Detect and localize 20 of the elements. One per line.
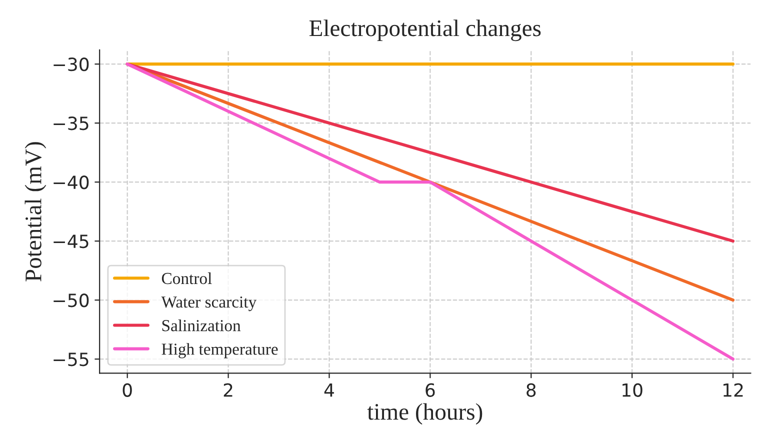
x-tick-label: 10 [622, 383, 642, 397]
x-tick-label: 8 [526, 383, 536, 397]
chart-title: Electropotential changes [309, 20, 541, 42]
legend-label: Water scarcity [161, 296, 257, 312]
y-tick-label: −30 [54, 58, 89, 72]
x-tick-label: 2 [224, 383, 232, 397]
y-tick-label: −40 [54, 176, 89, 190]
y-tick-label: −55 [54, 352, 88, 366]
legend-label: High temperature [162, 343, 278, 358]
x-tick-label: 6 [426, 383, 435, 397]
x-axis-title: time (hours) [367, 403, 482, 425]
y-tick-label: −50 [54, 294, 89, 308]
x-tick-label: 0 [122, 383, 132, 397]
legend-label: Salinization [162, 320, 241, 332]
y-tick-label: −45 [54, 234, 88, 248]
x-tick-label: 4 [324, 384, 334, 397]
y-tick-label: −35 [54, 116, 88, 130]
y-axis-title: Potential (mV) [24, 142, 46, 282]
x-tick-label: 12 [724, 383, 743, 397]
legend-label: Control [162, 272, 212, 284]
